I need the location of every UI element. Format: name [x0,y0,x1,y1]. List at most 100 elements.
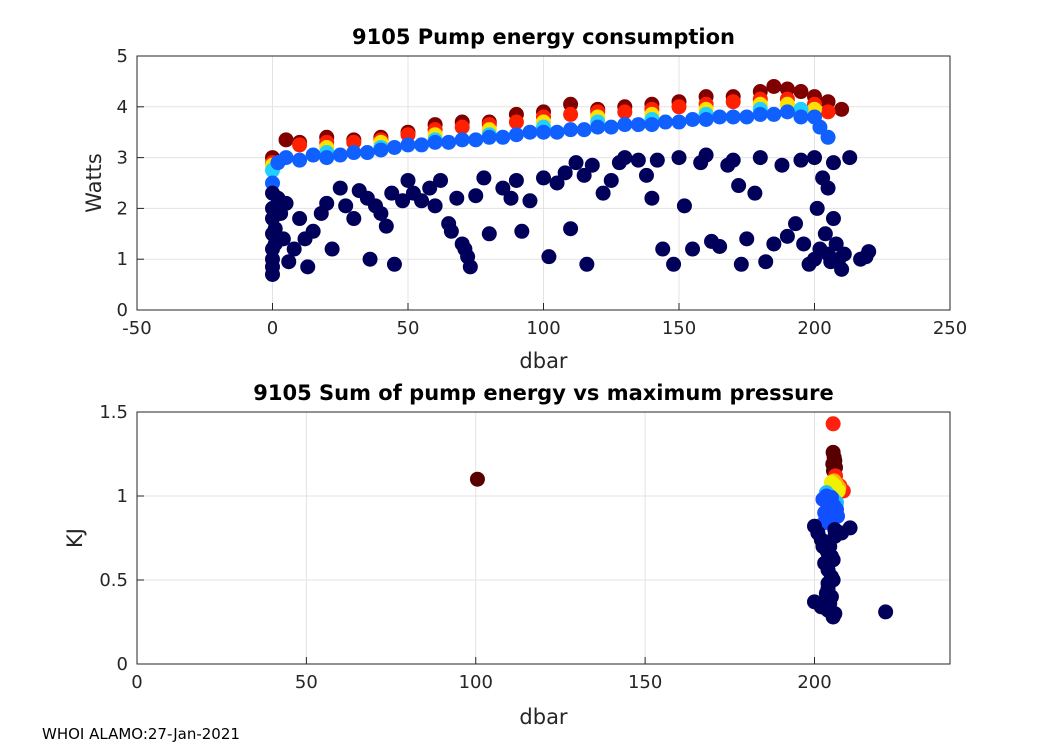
data-point [809,200,825,216]
data-point [305,147,321,163]
data-point [495,129,511,145]
data-point [812,119,828,135]
data-point [825,572,841,588]
data-point [346,211,362,227]
data-point [584,157,600,173]
data-point [861,244,877,260]
data-point [842,520,858,536]
data-point [305,223,321,239]
data-point [378,218,394,234]
data-point [698,112,714,127]
x-tick-label: 100 [526,318,560,339]
data-point [655,241,671,257]
data-point [638,167,654,183]
data-point [825,155,841,171]
data-point [788,216,804,232]
data-point [725,94,741,110]
data-point [828,236,844,252]
data-point [324,241,340,257]
x-tick-label: 200 [797,672,831,693]
data-point [617,104,633,120]
data-point [495,180,511,196]
data-point [454,132,470,148]
data-point [278,195,294,211]
data-point [671,114,687,130]
data-point [644,190,660,206]
x-tick-label: 0 [267,318,278,339]
data-point [630,152,646,168]
data-point [346,145,362,161]
x-tick-label: 0 [131,672,142,693]
data-point [414,137,430,153]
data-point [400,137,416,153]
y-tick-label: 0 [117,300,128,321]
data-point [731,178,747,194]
data-point [834,261,850,277]
series-5 [815,488,846,531]
data-point [522,193,538,209]
x-tick-label: 50 [397,318,420,339]
data-point [796,236,812,252]
x-tick-label: 150 [628,672,662,693]
data-point [468,132,484,148]
x-axis-label: dbar [519,705,568,729]
data-point [563,122,579,138]
data-point [508,127,524,143]
data-point [758,254,774,270]
data-point [685,112,701,127]
data-point [462,259,478,275]
data-point [454,119,470,135]
data-point [319,150,335,166]
data-point [384,185,400,201]
data-point [644,117,660,133]
y-tick-label: 0 [117,654,128,675]
data-point [400,172,416,188]
data-point [842,150,858,166]
data-point [712,239,728,254]
data-point [359,145,375,161]
x-axis-label: dbar [519,349,568,373]
data-point [733,256,749,272]
data-point [820,180,836,196]
data-point [676,198,692,214]
data-point [649,152,665,168]
data-point [739,109,755,125]
data-point [793,84,809,100]
x-tick-label: 250 [933,318,967,339]
data-point [267,221,283,237]
data-point [603,119,619,135]
series-4 [265,104,836,191]
data-point [766,106,782,122]
data-point [549,175,565,191]
y-tick-label: 2 [117,198,128,219]
data-point [817,226,833,242]
chart-title: 9105 Pump energy consumption [352,25,735,49]
data-point [779,228,795,244]
data-point [536,124,551,140]
data-point [818,592,834,608]
data-point [671,150,687,166]
data-point [878,604,894,620]
data-point [766,236,782,252]
data-point [443,223,459,239]
data-point [508,114,524,130]
data-point [422,180,438,196]
data-point [725,109,741,125]
data-point [834,101,850,117]
data-point [820,104,836,120]
x-tick-label: 50 [295,672,318,693]
data-point [319,195,335,211]
x-tick-label: 150 [662,318,696,339]
data-points [469,416,894,625]
series-6 [807,518,894,625]
y-axis-label: KJ [63,528,87,548]
data-point [286,241,302,257]
data-point [617,150,633,166]
data-point [590,119,606,135]
data-point [278,132,294,148]
data-point [275,231,291,247]
data-point [807,150,822,166]
data-point [595,185,611,201]
data-point [292,137,308,153]
